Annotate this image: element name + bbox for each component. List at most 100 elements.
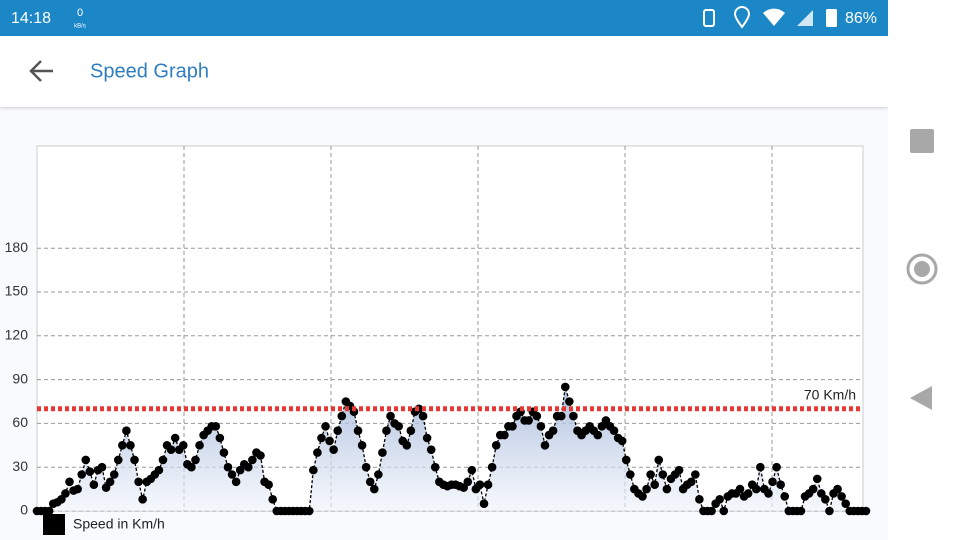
y-tick-label: 0 — [20, 502, 28, 518]
data-point — [808, 484, 818, 494]
data-point — [821, 495, 830, 504]
data-point — [361, 462, 371, 472]
data-point — [691, 470, 700, 479]
data-point — [317, 433, 326, 443]
back-nav-button[interactable] — [910, 386, 932, 410]
data-point — [349, 407, 359, 417]
legend-swatch — [43, 514, 65, 535]
home-dot — [914, 261, 930, 277]
signal-icon — [797, 10, 813, 26]
data-point — [654, 455, 664, 465]
data-point — [227, 470, 237, 479]
location-icon — [733, 6, 751, 29]
recents-button[interactable] — [910, 129, 934, 153]
data-point — [463, 477, 473, 487]
home-button[interactable] — [906, 253, 938, 285]
data-point — [231, 477, 241, 487]
data-point — [764, 489, 773, 498]
data-point — [532, 411, 542, 421]
data-point — [195, 441, 204, 450]
data-point — [223, 462, 233, 472]
data-point — [540, 441, 550, 450]
battery-level: 86% — [845, 10, 877, 27]
y-tick-label: 90 — [12, 370, 28, 386]
data-point — [609, 426, 619, 436]
time: 14:18 — [11, 10, 51, 27]
data-point — [833, 484, 842, 494]
data-point — [642, 484, 651, 494]
y-tick-label: 120 — [5, 327, 29, 343]
data-point — [768, 477, 777, 487]
data-point — [357, 441, 367, 450]
data-point — [646, 470, 655, 479]
data-point — [268, 495, 277, 504]
data-point — [166, 445, 176, 454]
data-point — [402, 441, 412, 450]
data-point — [154, 465, 164, 475]
data-point — [187, 462, 196, 472]
data-point — [658, 470, 668, 479]
data-point — [483, 480, 493, 490]
data-point — [113, 455, 123, 465]
net-speed: 0 — [77, 7, 83, 19]
data-point — [569, 411, 578, 421]
area-fill — [37, 386, 866, 511]
data-point — [73, 484, 82, 494]
data-point — [264, 480, 273, 490]
data-point — [756, 462, 765, 472]
app-bar — [0, 36, 888, 107]
data-point — [244, 462, 253, 472]
data-point — [715, 495, 725, 504]
chart: 0 30 60 90 120 150 180 Speed in Km/h 70 Km/h — [5, 145, 871, 535]
data-point — [382, 426, 391, 436]
battery-icon — [826, 9, 837, 27]
data-point — [467, 465, 477, 475]
data-point — [837, 492, 846, 501]
data-point — [707, 506, 716, 516]
data-point — [61, 489, 70, 498]
vibrate-icon — [703, 9, 715, 27]
back-arrow[interactable] — [29, 60, 53, 82]
data-point — [650, 480, 659, 490]
data-point — [219, 448, 229, 457]
data-point — [304, 506, 314, 516]
legend-label: Speed in Km/h — [73, 516, 165, 532]
data-point — [841, 499, 850, 509]
limit-label: 70 Km/h — [804, 387, 856, 403]
data-point — [638, 492, 647, 501]
data-point — [524, 416, 534, 425]
data-point — [626, 470, 635, 479]
data-point — [105, 477, 115, 487]
data-point — [134, 477, 143, 487]
data-point — [309, 465, 318, 475]
data-point — [321, 422, 330, 431]
data-point — [333, 426, 343, 436]
y-tick-label: 150 — [5, 283, 29, 299]
data-point — [215, 433, 225, 443]
data-point — [65, 477, 74, 487]
data-point — [491, 441, 501, 450]
data-point — [118, 441, 127, 450]
data-point — [248, 455, 257, 465]
data-point — [426, 445, 436, 454]
data-point — [743, 489, 753, 498]
data-point — [77, 470, 87, 479]
data-point — [81, 455, 91, 465]
y-tick-label: 30 — [12, 458, 28, 474]
data-point — [374, 470, 383, 479]
data-point — [772, 462, 781, 472]
data-point — [674, 465, 684, 475]
data-point — [776, 480, 785, 490]
y-tick-label: 180 — [5, 239, 29, 255]
data-point — [313, 448, 322, 457]
data-point — [85, 467, 95, 476]
data-point — [686, 477, 696, 487]
data-point — [812, 474, 822, 484]
data-point — [508, 422, 517, 431]
data-point — [780, 492, 790, 501]
data-point — [751, 484, 761, 494]
data-point — [500, 430, 509, 440]
data-point — [430, 462, 440, 472]
data-point — [211, 422, 221, 431]
